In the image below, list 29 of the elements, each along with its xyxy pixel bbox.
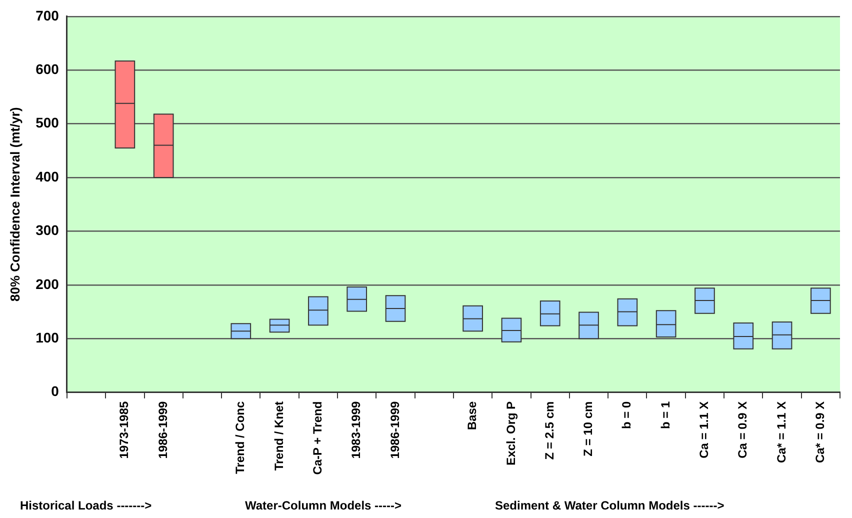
x-tick-label: 1973-1985	[117, 400, 132, 459]
text: Sediment & Water Column Models ------>	[495, 498, 724, 512]
x-tick-label: Z = 10 cm	[581, 401, 596, 456]
x-tick-label: b = 1	[658, 400, 672, 429]
y-tick-label: 600	[36, 60, 60, 77]
x-tick-label: Ca-P + Trend	[310, 401, 325, 475]
x-tick-label: b = 0	[620, 400, 634, 429]
x-tick-label: 1986-1999	[388, 400, 402, 459]
x-tick-label: 1986-1999	[156, 400, 170, 459]
y-tick-label: 0	[51, 383, 60, 400]
x-tick-label: Excl. Org P	[504, 401, 518, 466]
y-tick-label: 700	[36, 7, 60, 24]
x-tick-label: Trend / Conc	[233, 401, 248, 474]
x-tick-label: Base	[465, 400, 480, 430]
x-tick-label: Ca* = 1.1 X	[774, 401, 788, 464]
y-axis-title: 80% Confidence Interval (mt/yr)	[7, 107, 22, 302]
y-tick-label: 400	[36, 168, 60, 184]
x-tick-label: Ca = 1.1 X	[697, 401, 712, 458]
x-tick-label: 1983-1999	[349, 400, 364, 459]
y-tick-label: 200	[36, 276, 60, 292]
y-tick-label: 300	[36, 222, 60, 238]
x-tick-label: Ca* = 0.9 X	[812, 401, 827, 464]
text: Historical Loads ------->	[20, 498, 152, 512]
x-tick-label: Z = 2.5 cm	[542, 401, 556, 460]
x-tick-label: Ca = 0.9 X	[736, 401, 750, 458]
y-tick-label: 100	[36, 329, 60, 346]
x-tick-label: Trend / Knet	[272, 401, 286, 471]
y-tick-label: 500	[36, 114, 60, 131]
text: Water-Column Models ----->	[245, 498, 402, 512]
